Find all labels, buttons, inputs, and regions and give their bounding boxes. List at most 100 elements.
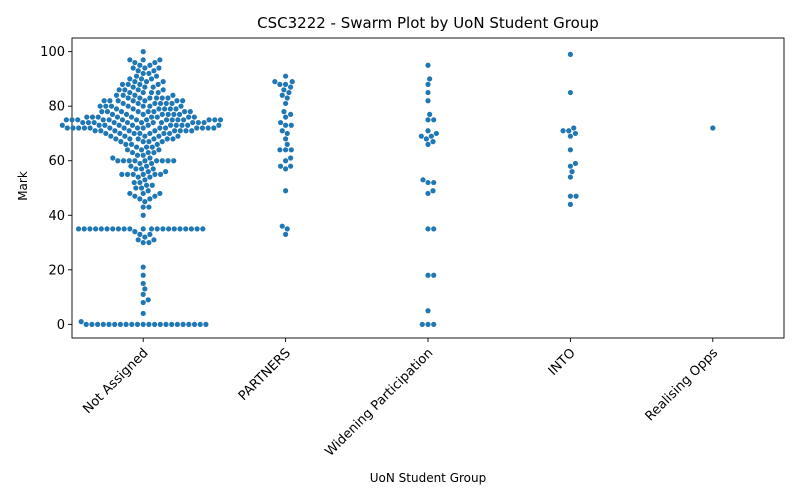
- data-point: [97, 103, 103, 109]
- data-point: [279, 223, 285, 229]
- data-point: [152, 171, 158, 177]
- data-point: [140, 152, 146, 158]
- data-point: [148, 89, 155, 96]
- data-point: [112, 128, 118, 134]
- data-point: [430, 188, 436, 194]
- data-point: [151, 136, 157, 142]
- data-point: [162, 106, 168, 112]
- data-point: [76, 125, 82, 131]
- data-point: [423, 136, 429, 142]
- data-point: [211, 125, 217, 131]
- data-point: [85, 119, 92, 126]
- data-point: [181, 117, 187, 123]
- data-point: [152, 100, 158, 107]
- data-point: [566, 128, 572, 134]
- data-point: [171, 158, 177, 164]
- data-point: [137, 160, 143, 167]
- data-point: [425, 190, 431, 197]
- data-point: [284, 141, 290, 147]
- data-point: [573, 193, 579, 199]
- data-point: [149, 160, 155, 167]
- data-point: [128, 141, 135, 147]
- y-tick-label: 0: [57, 318, 65, 333]
- data-point: [140, 321, 146, 327]
- data-point: [281, 109, 287, 115]
- data-point: [425, 98, 431, 104]
- data-point: [110, 226, 116, 232]
- data-point: [183, 128, 189, 134]
- x-tick-label: Not Assigned: [80, 346, 151, 417]
- data-point: [154, 158, 160, 164]
- data-point: [125, 103, 131, 109]
- x-axis-label: UoN Student Group: [370, 471, 487, 485]
- data-point: [425, 141, 431, 147]
- data-point: [178, 103, 184, 109]
- data-point: [125, 81, 131, 87]
- data-point: [118, 109, 125, 115]
- data-point: [148, 76, 155, 82]
- data-point: [572, 130, 579, 137]
- data-point: [102, 122, 108, 128]
- data-point: [146, 321, 152, 327]
- data-point: [156, 133, 162, 139]
- data-point: [173, 106, 179, 112]
- data-point: [425, 89, 431, 96]
- data-point: [151, 149, 157, 156]
- y-tick-label: 100: [40, 45, 65, 60]
- data-point: [172, 128, 178, 134]
- data-point: [124, 171, 131, 177]
- data-point: [140, 139, 146, 145]
- data-point: [128, 114, 135, 120]
- data-point: [133, 117, 140, 123]
- data-point: [124, 119, 131, 126]
- data-point: [200, 226, 206, 232]
- data-point: [160, 226, 166, 232]
- data-point: [180, 98, 186, 104]
- y-axis: 0 20 40 60 80 100: [40, 45, 72, 333]
- data-point: [173, 122, 179, 128]
- data-point: [117, 321, 123, 327]
- data-point: [143, 182, 150, 188]
- data-point: [154, 226, 160, 232]
- data-point: [418, 133, 424, 139]
- data-point: [122, 133, 128, 139]
- data-point: [151, 237, 157, 243]
- data-point: [140, 239, 146, 246]
- data-point: [142, 65, 148, 71]
- data-point: [169, 117, 175, 123]
- data-point: [99, 109, 105, 115]
- data-point: [135, 174, 141, 180]
- data-point: [279, 92, 285, 98]
- data-point: [119, 171, 125, 177]
- data-point: [150, 119, 156, 126]
- data-point: [133, 73, 140, 79]
- data-point: [78, 319, 84, 325]
- x-tick-label: PARTNERS: [236, 346, 294, 404]
- data-point: [127, 190, 133, 197]
- data-point: [171, 111, 177, 117]
- data-point: [120, 158, 127, 164]
- data-point: [130, 171, 136, 177]
- data-point: [277, 81, 283, 87]
- data-point: [159, 158, 165, 164]
- data-point: [153, 73, 160, 79]
- data-point: [567, 51, 574, 57]
- data-point: [171, 226, 177, 232]
- data-point: [125, 95, 131, 101]
- data-point: [145, 122, 151, 128]
- data-point: [425, 226, 431, 232]
- data-point: [89, 321, 95, 327]
- data-point: [150, 166, 156, 172]
- data-point: [158, 119, 165, 126]
- data-point: [190, 119, 196, 126]
- data-point: [164, 136, 170, 142]
- data-point: [146, 204, 152, 210]
- data-point: [123, 111, 130, 117]
- data-point: [157, 125, 163, 131]
- data-point: [140, 272, 146, 278]
- data-point: [104, 226, 110, 232]
- data-point: [130, 106, 136, 112]
- data-point: [159, 111, 165, 117]
- data-point: [135, 109, 141, 115]
- x-axis: Not Assigned PARTNERS Widening Participati…: [80, 338, 721, 460]
